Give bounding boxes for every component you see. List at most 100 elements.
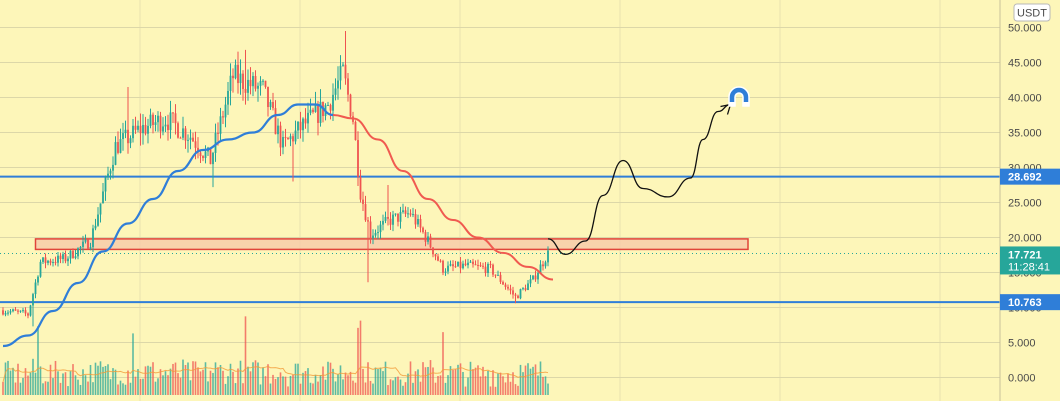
volume-bar (49, 364, 52, 395)
volume-bar (489, 386, 492, 395)
volume-bar (494, 386, 497, 395)
volume-bar (2, 381, 4, 395)
volume-bar (39, 366, 42, 395)
volume-bar (57, 371, 59, 395)
candle-body (312, 109, 314, 112)
candle-body (397, 213, 399, 222)
candle-body (137, 125, 139, 130)
candle-body (282, 137, 284, 148)
volume-bar (102, 366, 104, 395)
volume-bar (314, 374, 317, 395)
volume-bar (152, 362, 154, 395)
lower-support-tag-label: 10.763 (1008, 297, 1042, 309)
volume-bar (169, 368, 172, 395)
volume-bar (522, 372, 524, 395)
candle-body (477, 264, 479, 266)
volume-bar (547, 383, 549, 395)
candle-body (409, 213, 412, 215)
resistance-zone-box[interactable] (34, 238, 749, 251)
candle-body (417, 218, 419, 225)
candle-body (497, 274, 499, 276)
volume-bar (192, 361, 194, 395)
candle-body (547, 250, 549, 263)
volume-bar (257, 362, 259, 395)
candle-body (442, 260, 444, 273)
candle-body (72, 250, 74, 258)
volume-bar (142, 378, 144, 395)
candle-body (317, 104, 319, 123)
candle-body (434, 254, 437, 257)
volume-bar (222, 370, 224, 395)
candle-body (347, 78, 349, 95)
candle-body (107, 173, 109, 178)
candle-body (187, 139, 189, 141)
volume-bar (329, 362, 332, 395)
volume-bar (99, 361, 102, 395)
last-price-tag-sublabel: 11:28:41 (1008, 261, 1050, 273)
last-price-tag[interactable] (1000, 246, 1060, 275)
volume-bar (422, 362, 424, 395)
candle-body (89, 247, 92, 249)
volume-bar (364, 382, 367, 395)
volume-bar (459, 363, 462, 395)
volume-bar (217, 367, 219, 395)
volume-bar (482, 366, 484, 395)
grid (0, 0, 1000, 401)
projection-line[interactable] (547, 103, 731, 255)
price-axis[interactable]: USDT0.0005.00010.00015.00020.00025.00030… (999, 0, 1060, 401)
upper-support-tag[interactable] (1000, 168, 1060, 185)
candle-body (374, 232, 377, 236)
candle-body (527, 283, 529, 291)
volume-bar (394, 377, 397, 395)
candle-body (12, 309, 14, 312)
candle-body (474, 264, 477, 266)
candle-body (19, 310, 22, 312)
volume-bar (404, 382, 407, 395)
candle-body (222, 116, 224, 118)
volume-bar (122, 383, 124, 395)
candle-body (144, 124, 147, 134)
volume-bar (479, 376, 482, 395)
candle-body (372, 235, 374, 239)
volume-bar (349, 371, 352, 395)
volume-bar (114, 369, 117, 395)
candle-body (227, 90, 229, 105)
candle-body (447, 265, 449, 272)
candle-body (264, 80, 267, 87)
blue-moving-average[interactable] (2, 103, 334, 348)
candle-body (392, 214, 394, 225)
candle-body (294, 130, 297, 142)
candle-body (149, 114, 152, 126)
candle-body (42, 257, 44, 262)
red-moving-average[interactable] (332, 114, 554, 281)
volume-bar (252, 362, 254, 395)
volume-bar (247, 366, 249, 395)
candle-body (292, 136, 294, 142)
candle-body (74, 256, 77, 258)
volume-bar (277, 377, 279, 395)
candle-body (117, 142, 119, 153)
volume-bar (462, 371, 464, 395)
volume-bar (232, 371, 234, 395)
currency-label-box[interactable] (1013, 3, 1051, 22)
volume-bar (517, 385, 519, 395)
candle-body (444, 271, 447, 273)
candle-body (202, 156, 204, 159)
candle-body (209, 147, 212, 165)
magnet-icon[interactable] (728, 86, 750, 107)
candle-body (242, 73, 244, 89)
volume-bar (492, 370, 494, 395)
candle-body (249, 79, 252, 87)
candle-body (482, 265, 484, 267)
volume-bar (529, 368, 532, 395)
candle-body (507, 286, 509, 289)
lower-support-tag[interactable] (1000, 294, 1060, 311)
candle-body (387, 216, 389, 219)
volume-bar (307, 368, 309, 395)
volume-bar (429, 360, 432, 395)
y-tick-label: 35.000 (1008, 128, 1042, 140)
candle-body (164, 124, 167, 127)
volume-bar (427, 366, 429, 395)
volume-bar (297, 363, 299, 395)
volume-bars (2, 316, 549, 395)
